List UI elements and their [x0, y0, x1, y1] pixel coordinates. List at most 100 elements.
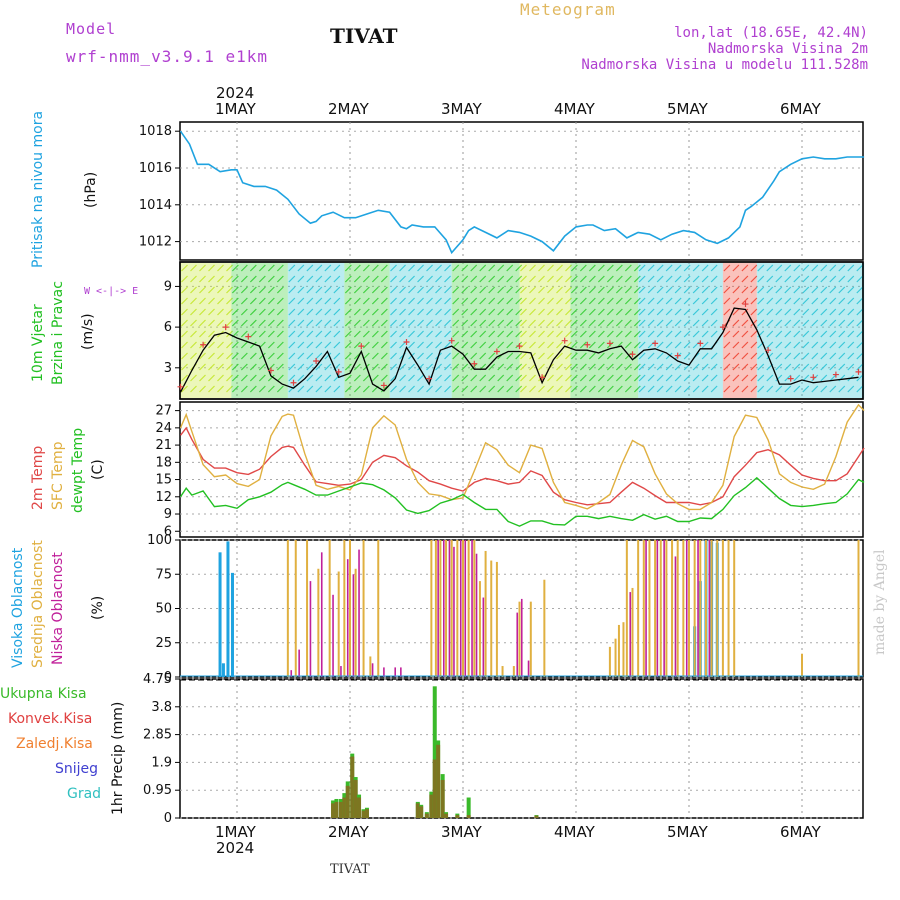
- gust-marker: [493, 348, 500, 355]
- wind-barb: [435, 341, 442, 349]
- wind-barb: [362, 275, 370, 283]
- wind-barb: [315, 330, 323, 338]
- gust-marker: [267, 367, 274, 374]
- wind-barb: [417, 264, 424, 272]
- wind-barb: [579, 319, 587, 327]
- wind-barb: [520, 297, 527, 305]
- cloud-mid-bar: [518, 601, 521, 677]
- gust-marker: [448, 337, 455, 344]
- wind-barb: [315, 297, 323, 305]
- wind-barb: [838, 297, 846, 305]
- wind-barb: [647, 374, 655, 382]
- wind-barb: [811, 275, 819, 283]
- wind-barb: [306, 275, 314, 283]
- wind-barb: [597, 308, 605, 316]
- wind-barb: [606, 275, 614, 283]
- wind-barb: [683, 297, 691, 305]
- wind-barb: [829, 264, 837, 272]
- wind-barb: [732, 275, 740, 283]
- wind-barb: [426, 330, 433, 338]
- wind-barb: [732, 385, 740, 393]
- wind-barb: [656, 286, 664, 294]
- wind-barb: [588, 363, 596, 371]
- wind-barb: [615, 330, 623, 338]
- wind-barb: [353, 275, 361, 283]
- wind-barb: [267, 264, 275, 272]
- wind-barb: [444, 275, 451, 283]
- wind-barb: [624, 308, 632, 316]
- cloud-mid-bar: [654, 540, 657, 677]
- wind-barb: [665, 264, 673, 272]
- wind-barb: [461, 297, 469, 305]
- wind-barb: [529, 363, 536, 371]
- wind-barb: [240, 330, 248, 338]
- wind-barb: [217, 275, 224, 283]
- wind-barb: [461, 363, 469, 371]
- wind-barb: [674, 330, 682, 338]
- wind-barb: [820, 363, 828, 371]
- gust-marker: [719, 324, 726, 331]
- date-bottom-5: 5MAY: [667, 823, 708, 841]
- wind-barb: [838, 341, 846, 349]
- wind-barb: [556, 297, 563, 305]
- wind-barb: [597, 286, 605, 294]
- cloud-mid-bar: [608, 646, 611, 677]
- cloud-low-bar: [527, 660, 530, 677]
- wind-barb: [324, 352, 332, 360]
- wind-barb: [811, 286, 819, 294]
- wind-barb: [288, 363, 296, 371]
- wind-barb: [208, 275, 215, 283]
- wind-barb: [820, 286, 828, 294]
- wind-barb: [288, 264, 296, 272]
- wind-barb: [426, 286, 433, 294]
- wind-barb: [750, 330, 758, 338]
- wind-barb: [258, 352, 266, 360]
- cloud-low-bar: [471, 540, 473, 677]
- wind-barb: [741, 374, 749, 382]
- wind-barb: [741, 341, 749, 349]
- wind-barb: [371, 330, 379, 338]
- wind-barb: [802, 319, 810, 327]
- wind-barb: [683, 264, 691, 272]
- wind-barb: [723, 330, 731, 338]
- wind-barb: [258, 264, 266, 272]
- wind-barb: [710, 363, 718, 371]
- wind-barb: [624, 264, 632, 272]
- wind-barb: [399, 297, 406, 305]
- wind-barb: [452, 385, 460, 393]
- cloud-low-bar: [629, 592, 632, 677]
- wind-barb: [371, 286, 379, 294]
- cloud-mid-bar: [631, 587, 634, 677]
- cloud-low-bar: [453, 546, 455, 677]
- wind-barb: [217, 319, 224, 327]
- wind-barb: [547, 286, 554, 294]
- wind-barb: [461, 330, 469, 338]
- wind-barb: [856, 330, 864, 338]
- wind-barb: [784, 385, 792, 393]
- wind-barb: [647, 363, 655, 371]
- wind-barb: [315, 363, 323, 371]
- wind-barb: [344, 341, 352, 349]
- wind-barb: [181, 363, 188, 371]
- wind-compass: W <-|-> E: [84, 286, 139, 297]
- wind-barb: [556, 275, 563, 283]
- tick-label: 1014: [139, 198, 172, 213]
- wind-barb: [802, 286, 810, 294]
- wind-barb: [665, 308, 673, 316]
- wind-barb: [624, 286, 632, 294]
- wind-barb: [276, 264, 284, 272]
- wind-barb: [371, 264, 379, 272]
- wind-barb: [624, 363, 632, 371]
- wind-barb: [766, 330, 774, 338]
- wind-barb: [426, 385, 433, 393]
- wind-barb: [638, 374, 646, 382]
- wind-barb: [297, 319, 305, 327]
- wind-barb: [556, 264, 563, 272]
- wind-barb: [353, 264, 361, 272]
- wind-barb: [638, 330, 646, 338]
- panel-frame: [179, 401, 864, 538]
- cloud-mid-bar: [801, 653, 803, 677]
- wind-barb: [674, 341, 682, 349]
- wind-barb: [606, 363, 614, 371]
- wind-barb: [766, 374, 774, 382]
